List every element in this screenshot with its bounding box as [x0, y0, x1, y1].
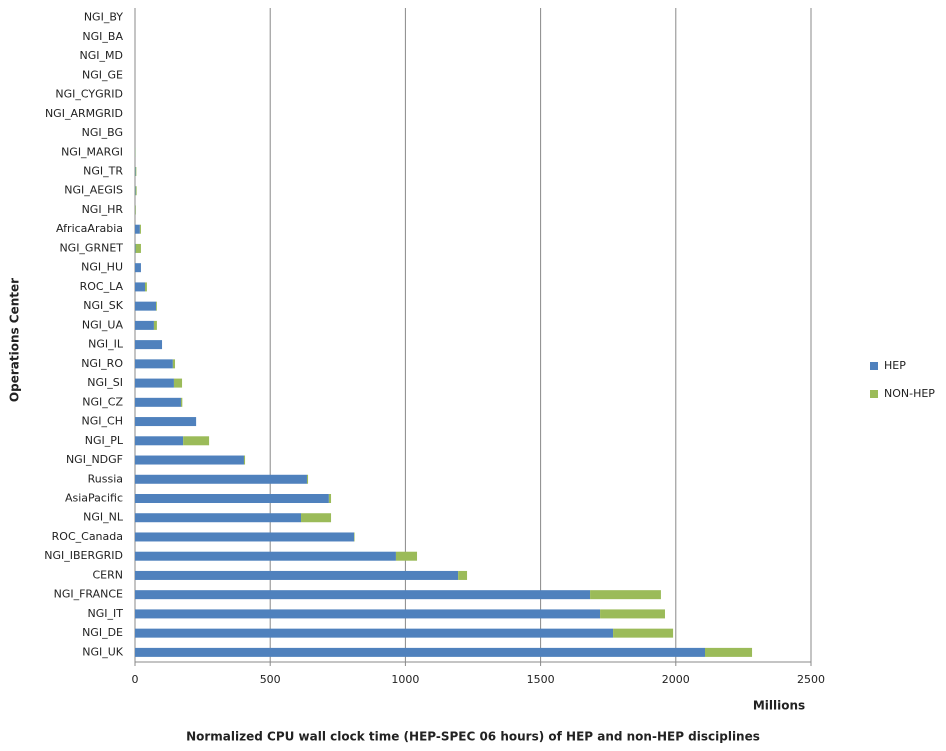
y-tick-label: NGI_NL [83, 511, 124, 524]
y-tick-label: NGI_UK [82, 645, 124, 658]
y-tick-label: NGI_UA [82, 318, 124, 331]
x-tick-label: 0 [132, 673, 139, 686]
y-tick-label: NGI_RO [81, 357, 123, 370]
x-tick-label: 1500 [527, 673, 555, 686]
bar-segment [183, 436, 210, 446]
bar-segment [135, 243, 136, 253]
x-tick-label: 2500 [797, 673, 825, 686]
bar-segment [135, 186, 136, 196]
bar-segment [145, 282, 147, 292]
legend-label: NON-HEP [884, 387, 935, 400]
bar-segment [135, 590, 591, 600]
bar-segment [135, 417, 197, 427]
bar-segment [135, 282, 146, 292]
x-axis-title: Normalized CPU wall clock time (HEP-SPEC… [186, 730, 760, 744]
x-tick-label: 500 [260, 673, 281, 686]
bar-segment [135, 340, 163, 350]
x-tick-label: 2000 [662, 673, 690, 686]
bar-segment [395, 551, 418, 561]
y-tick-label: NGI_IBERGRID [44, 549, 123, 562]
bar-segment [172, 359, 176, 369]
bar-segment [135, 301, 157, 311]
y-tick-label: NGI_NDGF [66, 453, 123, 466]
bar-segment [135, 359, 173, 369]
y-tick-label: NGI_AEGIS [64, 184, 123, 197]
bar-segment [135, 570, 459, 580]
y-tick-label: NGI_FRANCE [54, 588, 123, 601]
y-tick-label: NGI_GRNET [59, 241, 123, 254]
y-tick-label: NGI_SK [83, 299, 123, 312]
y-tick-label: NGI_CH [82, 415, 123, 428]
y-tick-label: NGI_IT [88, 607, 124, 620]
y-tick-label: NGI_ARMGRID [45, 107, 123, 120]
y-tick-label: CERN [92, 568, 123, 581]
y-tick-label: AfricaArabia [56, 222, 123, 235]
bar-segment [135, 167, 136, 176]
bar-segment [135, 628, 614, 638]
bar-segment [613, 628, 674, 638]
legend-swatch [870, 390, 878, 398]
y-tick-label: ROC_LA [80, 280, 124, 293]
y-tick-label: NGI_SI [87, 376, 123, 389]
bar-segment [135, 609, 601, 619]
legend-swatch [870, 362, 878, 370]
bar-segment [328, 494, 332, 503]
y-tick-label: NGI_MD [80, 49, 123, 62]
bar-segment [180, 397, 183, 407]
bar-segment [590, 590, 661, 600]
bar-segment [135, 320, 154, 330]
bar-segment [135, 167, 137, 176]
y-tick-label: NGI_MARGI [61, 145, 123, 158]
y-tick-label: NGI_BY [84, 11, 123, 24]
bar-segment [135, 455, 244, 465]
y-tick-label: ROC_Canada [52, 530, 123, 543]
bar-segment [301, 513, 332, 523]
y-tick-label: NGI_BG [82, 126, 123, 139]
y-tick-label: NGI_DE [82, 626, 123, 639]
y-tick-label: NGI_HR [82, 203, 124, 216]
bar-segment [135, 378, 174, 388]
bar-segment [135, 513, 302, 523]
bar-segment [306, 474, 309, 484]
bar-segment [135, 647, 706, 657]
y-tick-label: NGI_BA [82, 30, 123, 43]
bar-segment [135, 436, 184, 446]
bar-segment [243, 455, 246, 465]
x-unit-label: Millions [753, 699, 805, 713]
bar-segment [153, 320, 157, 330]
bar-segment [135, 224, 140, 234]
bar-segment [135, 494, 329, 503]
y-tick-label: NGI_GE [82, 68, 123, 81]
bar-segment [458, 570, 468, 580]
y-tick-label: NGI_TR [83, 165, 123, 178]
y-tick-label: AsiaPacific [65, 492, 123, 505]
legend-label: HEP [884, 359, 906, 372]
y-tick-label: NGI_HU [81, 261, 123, 274]
bar-segment [354, 532, 355, 542]
y-axis-title: Operations Center [8, 278, 22, 402]
bar-segment [135, 186, 137, 196]
y-tick-label: NGI_PL [85, 434, 124, 447]
y-tick-label: NGI_IL [88, 338, 124, 351]
bar-segment [173, 378, 183, 388]
y-tick-label: NGI_CYGRID [55, 88, 123, 101]
x-tick-label: 1000 [391, 673, 419, 686]
bar-segment [135, 397, 181, 407]
bar-segment [600, 609, 665, 619]
bar-segment [135, 205, 136, 215]
bar-segment [156, 301, 157, 311]
bar-segment [135, 474, 307, 484]
bar-segment [705, 647, 753, 657]
bar-segment [135, 263, 141, 273]
y-tick-label: NGI_CZ [82, 395, 123, 408]
y-tick-label: Russia [88, 472, 123, 485]
bar-segment [135, 243, 141, 253]
bar-segment [139, 224, 141, 234]
bar-segment [135, 551, 396, 561]
bar-segment [135, 532, 355, 542]
